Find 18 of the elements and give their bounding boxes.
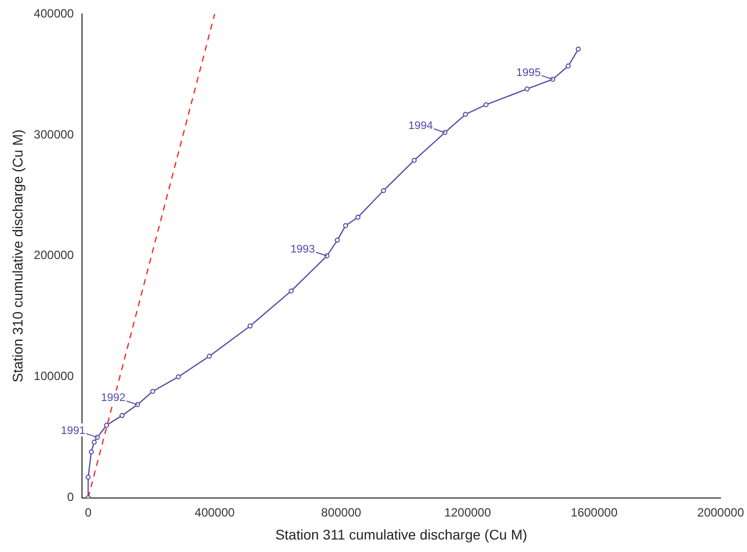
annotation: 1991 — [60, 424, 86, 437]
annotation: 1994 — [408, 120, 433, 132]
y-tick-label: 200000 — [34, 248, 74, 262]
x-axis-title: Station 311 cumulative discharge (Cu M) — [275, 526, 528, 542]
y-tick-label: 300000 — [34, 127, 74, 142]
x-tick-label: 0 — [84, 505, 92, 520]
y-tick-label: 400000 — [34, 6, 74, 20]
x-tick-label: 400000 — [194, 505, 236, 520]
y-tick-label: 100000 — [34, 369, 74, 384]
x-tick-label: 800000 — [321, 505, 362, 520]
y-axis-title: Station 310 cumulative discharge (Cu M) — [9, 129, 26, 382]
annotation: 1993 — [290, 243, 315, 256]
x-tick-label: 1200000 — [444, 505, 492, 520]
x-tick-label: 1600000 — [570, 505, 618, 520]
y-tick-label: 0 — [67, 490, 74, 504]
x-tick-label: 2000000 — [697, 505, 744, 520]
annotation: 1995 — [516, 66, 541, 79]
annotation: 1992 — [101, 392, 126, 404]
